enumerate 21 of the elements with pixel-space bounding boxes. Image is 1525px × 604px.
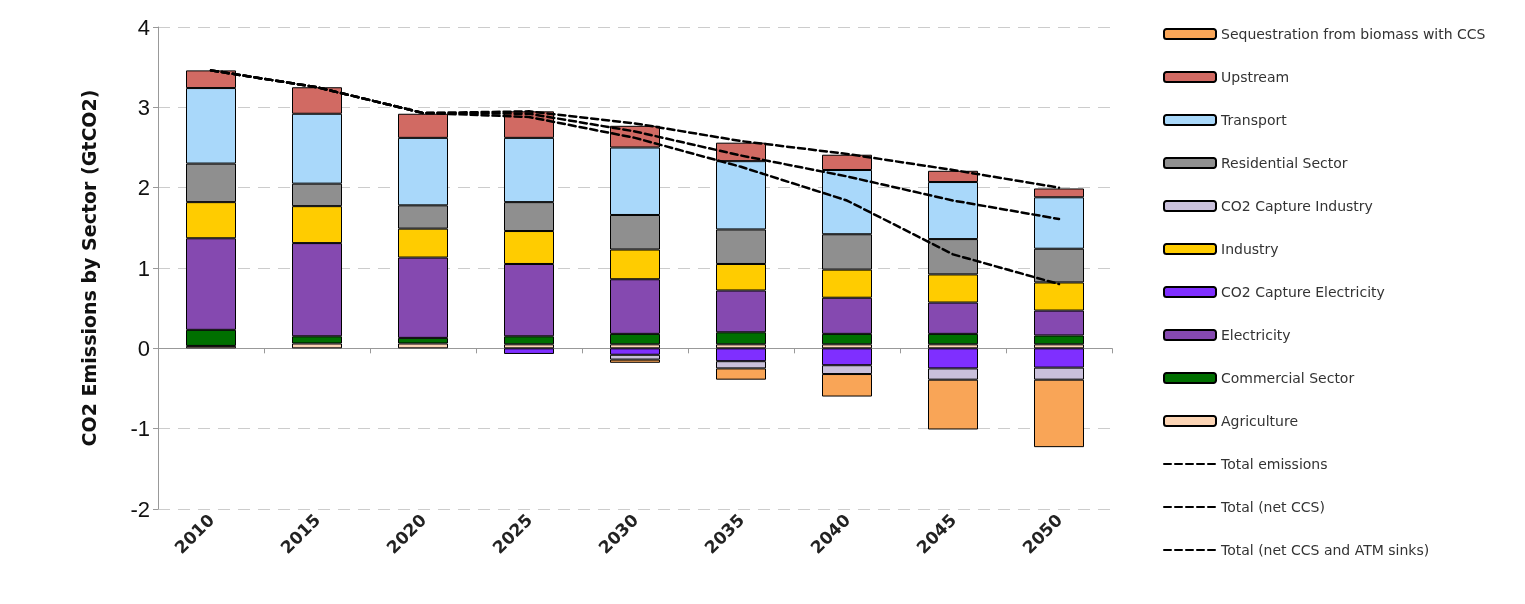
y-tick-label: -2	[130, 496, 150, 522]
legend-label: Sequestration from biomass with CCS	[1221, 26, 1486, 42]
legend-label: Transport	[1220, 112, 1288, 128]
legend-label: Commercial Sector	[1221, 370, 1355, 386]
y-tick-label: 3	[137, 94, 150, 120]
legend-label: Agriculture	[1221, 413, 1298, 429]
y-tick-label: 4	[137, 14, 150, 40]
y-tick-label: -1	[130, 416, 150, 442]
legend-label: Electricity	[1221, 327, 1291, 343]
legend-label: CO2 Capture Electricity	[1221, 284, 1385, 300]
legend-label: Upstream	[1221, 69, 1290, 85]
legend-label: CO2 Capture Industry	[1221, 198, 1373, 214]
legend-label: Total emissions	[1220, 456, 1328, 472]
legend-label: Residential Sector	[1221, 155, 1348, 171]
y-axis-title: CO2 Emissions by Sector (GtCO2)	[77, 89, 100, 447]
legend-label: Industry	[1221, 241, 1279, 257]
y-tick-label: 0	[137, 335, 150, 361]
y-tick-label: 2	[137, 175, 150, 201]
legend-label: Total (net CCS)	[1220, 499, 1325, 515]
legend-label: Total (net CCS and ATM sinks)	[1220, 542, 1430, 558]
y-tick-label: 1	[137, 255, 150, 281]
